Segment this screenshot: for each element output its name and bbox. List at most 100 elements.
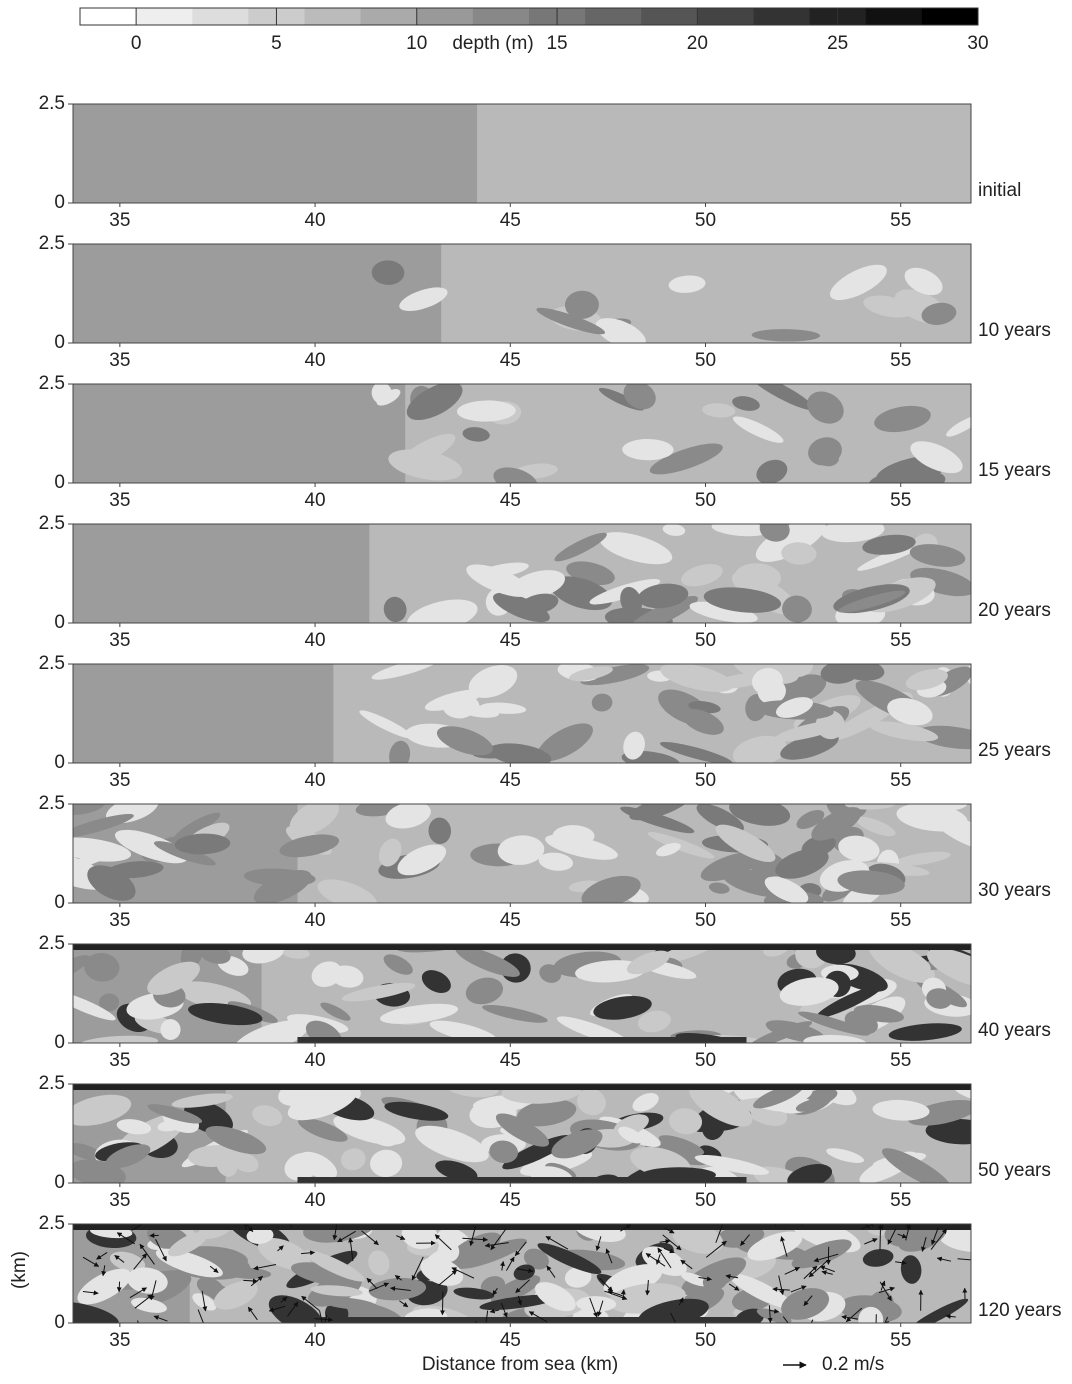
panel-label: 25 years <box>978 740 1051 761</box>
x-tick-label: 55 <box>890 1330 911 1351</box>
colorbar-step <box>866 8 923 25</box>
colorbar-step <box>754 8 811 25</box>
colorbar-tick-label: 0 <box>131 33 142 54</box>
x-tick-label: 55 <box>890 1190 911 1211</box>
x-axis-label: Distance from sea (km) <box>422 1354 618 1375</box>
y-tick-label: 2.5 <box>39 373 65 394</box>
y-tick-label: 0 <box>54 332 65 353</box>
y-tick-label: 0 <box>54 192 65 213</box>
x-tick-label: 45 <box>500 910 521 931</box>
panel-field <box>73 104 971 203</box>
y-tick-label: 2.5 <box>39 933 65 954</box>
x-tick-label: 45 <box>500 770 521 791</box>
x-tick-label: 55 <box>890 630 911 651</box>
x-tick-label: 50 <box>695 770 716 791</box>
x-tick-label: 40 <box>304 1190 325 1211</box>
x-tick-label: 35 <box>109 210 130 231</box>
velocity-arrow <box>880 1224 881 1250</box>
channel-bottom <box>298 1317 747 1323</box>
y-tick-label: 2.5 <box>39 513 65 534</box>
y-tick-label: 0 <box>54 1172 65 1193</box>
colorbar-step <box>361 8 418 25</box>
y-tick-label: 0 <box>54 892 65 913</box>
velocity-arrow <box>876 1314 877 1336</box>
x-tick-label: 55 <box>890 490 911 511</box>
y-tick-label: 2.5 <box>39 653 65 674</box>
panel-label: 40 years <box>978 1020 1051 1041</box>
colorbar-step <box>922 8 979 25</box>
panel-label: 50 years <box>978 1160 1051 1181</box>
x-tick-label: 40 <box>304 1330 325 1351</box>
y-tick-label: 2.5 <box>39 93 65 114</box>
x-tick-label: 55 <box>890 770 911 791</box>
x-tick-label: 35 <box>109 490 130 511</box>
x-tick-label: 35 <box>109 910 130 931</box>
x-tick-label: 50 <box>695 1190 716 1211</box>
panel-field <box>73 368 983 498</box>
x-tick-label: 35 <box>109 1330 130 1351</box>
field-shoal <box>477 104 971 203</box>
channel-bottom <box>298 1177 747 1183</box>
y-tick-label: 0 <box>54 612 65 633</box>
field-shoal <box>441 244 971 343</box>
colorbar-tick-label: 20 <box>687 33 708 54</box>
panel-label: 120 years <box>978 1300 1061 1321</box>
colorbar-step <box>697 8 754 25</box>
x-tick-label: 40 <box>304 210 325 231</box>
colorbar-step <box>473 8 530 25</box>
panel-label: 10 years <box>978 320 1051 341</box>
x-tick-label: 55 <box>890 350 911 371</box>
x-tick-label: 45 <box>500 1190 521 1211</box>
colorbar-step <box>305 8 362 25</box>
x-tick-label: 35 <box>109 1190 130 1211</box>
x-tick-label: 40 <box>304 350 325 371</box>
panel-label: 20 years <box>978 600 1051 621</box>
colorbar-tick-label: 5 <box>271 33 282 54</box>
x-tick-label: 50 <box>695 1330 716 1351</box>
y-tick-label: 0 <box>54 1032 65 1053</box>
x-tick-label: 40 <box>304 1050 325 1071</box>
y-tick-label: 2.5 <box>39 1073 65 1094</box>
x-tick-label: 55 <box>890 1050 911 1071</box>
panel-field <box>62 1064 1005 1198</box>
field-blob <box>160 1019 180 1040</box>
velocity-arrow <box>138 1321 144 1343</box>
y-tick-label: 0 <box>54 1312 65 1333</box>
colorbar-step <box>641 8 698 25</box>
x-tick-label: 40 <box>304 910 325 931</box>
x-tick-label: 45 <box>500 490 521 511</box>
panel-label: 15 years <box>978 460 1051 481</box>
x-tick-label: 50 <box>695 910 716 931</box>
x-tick-label: 50 <box>695 350 716 371</box>
colorbar-step <box>136 8 193 25</box>
x-tick-label: 45 <box>500 350 521 371</box>
y-tick-label: 2.5 <box>39 1213 65 1234</box>
velocity-arrow <box>119 1282 120 1292</box>
y-tick-label: 2.5 <box>39 793 65 814</box>
x-tick-label: 35 <box>109 630 130 651</box>
panel-label: initial <box>978 180 1021 201</box>
panel-field <box>39 1205 1001 1343</box>
panel-field <box>31 787 1003 917</box>
x-tick-label: 55 <box>890 910 911 931</box>
x-tick-label: 50 <box>695 490 716 511</box>
colorbar-tick-label: 15 <box>546 33 567 54</box>
y-axis-label: (km) <box>9 1251 30 1289</box>
velocity-scale-label: 0.2 m/s <box>822 1354 884 1375</box>
x-tick-label: 40 <box>304 770 325 791</box>
x-tick-label: 40 <box>304 490 325 511</box>
channel-bottom <box>298 1037 747 1043</box>
channel-top <box>73 944 971 950</box>
y-tick-label: 0 <box>54 752 65 773</box>
x-tick-label: 50 <box>695 1050 716 1071</box>
x-tick-label: 50 <box>695 630 716 651</box>
x-tick-label: 45 <box>500 210 521 231</box>
colorbar-tick-label: 10 <box>406 33 427 54</box>
panel-field <box>73 244 971 355</box>
colorbar-tick-label: 30 <box>967 33 988 54</box>
colorbar-label: depth (m) <box>452 33 533 54</box>
x-tick-label: 35 <box>109 350 130 371</box>
x-tick-label: 45 <box>500 1050 521 1071</box>
x-tick-label: 50 <box>695 210 716 231</box>
